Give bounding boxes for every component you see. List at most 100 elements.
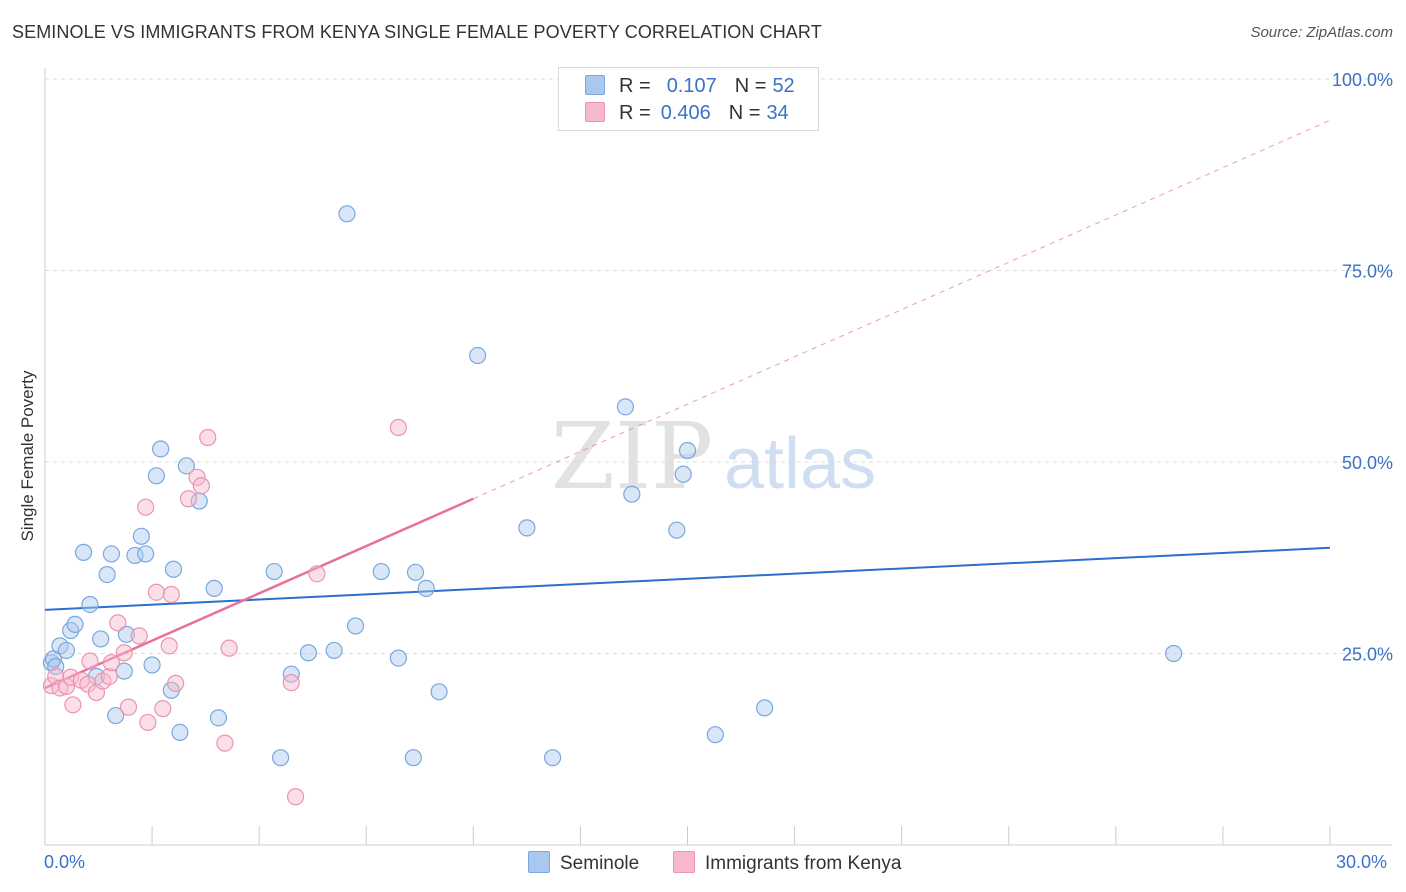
grid-lines [45,78,1392,654]
trend-line-kenya-extension [473,119,1331,500]
point-seminole [126,546,144,565]
trend-lines [44,119,1331,690]
point-seminole [706,726,724,744]
point-kenya [115,644,133,662]
point-seminole [518,519,536,537]
point-seminole [92,630,110,648]
point-kenya [199,428,217,447]
point-kenya [64,696,82,714]
point-seminole [417,579,435,597]
x-tick-label-min: 0.0% [44,852,86,872]
legend-swatch-seminole [585,75,605,95]
legend-n-value: 52 [772,75,795,97]
point-seminole [678,441,697,460]
legend-n-value: 34 [766,102,789,124]
x-tick-label-max: 30.0% [1336,852,1388,872]
point-kenya [109,614,127,632]
watermark-atlas: atlas [724,424,876,504]
point-kenya [100,667,118,686]
watermark-zip: ZIP [551,403,713,510]
bottom-legend-seminole: Seminole [528,851,639,875]
point-seminole [137,545,155,563]
point-seminole [177,457,195,475]
point-seminole [325,641,343,660]
legend-row-kenya: R = 0.406 N = 34 [585,102,789,126]
point-seminole [623,485,641,503]
point-kenya [57,677,76,696]
chart-title: SEMINOLE VS IMMIGRANTS FROM KENYA SINGLE… [12,22,822,42]
legend-r-label: R = [619,102,651,124]
point-seminole [271,749,290,767]
y-tick-label: 75.0% [1342,262,1393,282]
point-kenya [220,639,238,657]
point-seminole [346,617,365,635]
point-kenya [389,418,407,437]
point-seminole [152,440,170,458]
point-kenya [62,668,80,686]
point-kenya [81,652,99,670]
point-kenya [162,585,180,604]
point-seminole [98,566,116,584]
point-seminole [57,641,76,660]
point-kenya [192,477,210,495]
point-kenya [179,490,198,508]
point-seminole [66,615,84,633]
point-seminole [147,467,165,485]
point-seminole [81,595,99,614]
point-kenya [154,700,172,718]
point-seminole [265,562,283,581]
point-seminole [469,346,487,365]
point-seminole [47,657,65,676]
point-kenya [216,734,234,752]
point-seminole [543,749,562,767]
legend-n-label: N = [728,102,761,124]
point-kenya [167,674,185,692]
point-seminole [430,683,448,701]
point-seminole [117,625,135,643]
source-label: Source: ZipAtlas.com [1250,24,1393,41]
point-seminole [389,649,407,667]
trend-line-seminole [44,546,1331,611]
point-kenya [119,698,138,716]
legend-r-label: R = [619,75,651,97]
y-tick-labels: 25.0% 50.0% 75.0% 100.0% [1332,70,1393,665]
point-seminole [674,465,692,483]
legend: R = 0.107 N = 52 R = 0.406 N = 34 [558,67,819,131]
point-kenya [160,637,178,655]
point-seminole [171,723,189,741]
bottom-legend-label-kenya: Immigrants from Kenya [705,853,902,874]
point-seminole [132,527,150,545]
point-kenya [147,583,165,601]
legend-r-value: 0.406 [660,102,711,124]
point-kenya [282,674,300,692]
point-seminole [372,562,390,581]
legend-row-seminole: R = 0.107 N = 52 [585,75,795,99]
y-tick-label: 25.0% [1342,645,1393,665]
point-seminole [107,706,125,725]
point-kenya [139,713,157,732]
legend-r-value: 0.107 [666,75,717,97]
bottom-legend-swatch-kenya [673,851,695,873]
point-seminole [115,662,133,680]
legend-n-label: N = [734,75,767,97]
point-seminole [1165,644,1183,663]
bottom-legend-label-seminole: Seminole [560,853,640,874]
point-seminole [209,709,228,727]
point-seminole [102,545,120,563]
point-seminole [404,749,422,767]
bottom-legend-swatch-seminole [528,851,550,873]
point-kenya [102,654,120,672]
point-seminole [205,579,223,597]
point-kenya [137,498,155,516]
point-kenya [130,627,148,645]
bottom-legend-kenya: Immigrants from Kenya [673,851,901,875]
legend-swatch-kenya [585,102,605,122]
point-seminole [74,543,93,561]
point-seminole [668,521,686,539]
point-seminole [616,398,634,416]
point-seminole [406,563,425,581]
point-kenya [188,468,206,486]
point-seminole [143,656,161,674]
point-kenya [51,679,69,697]
